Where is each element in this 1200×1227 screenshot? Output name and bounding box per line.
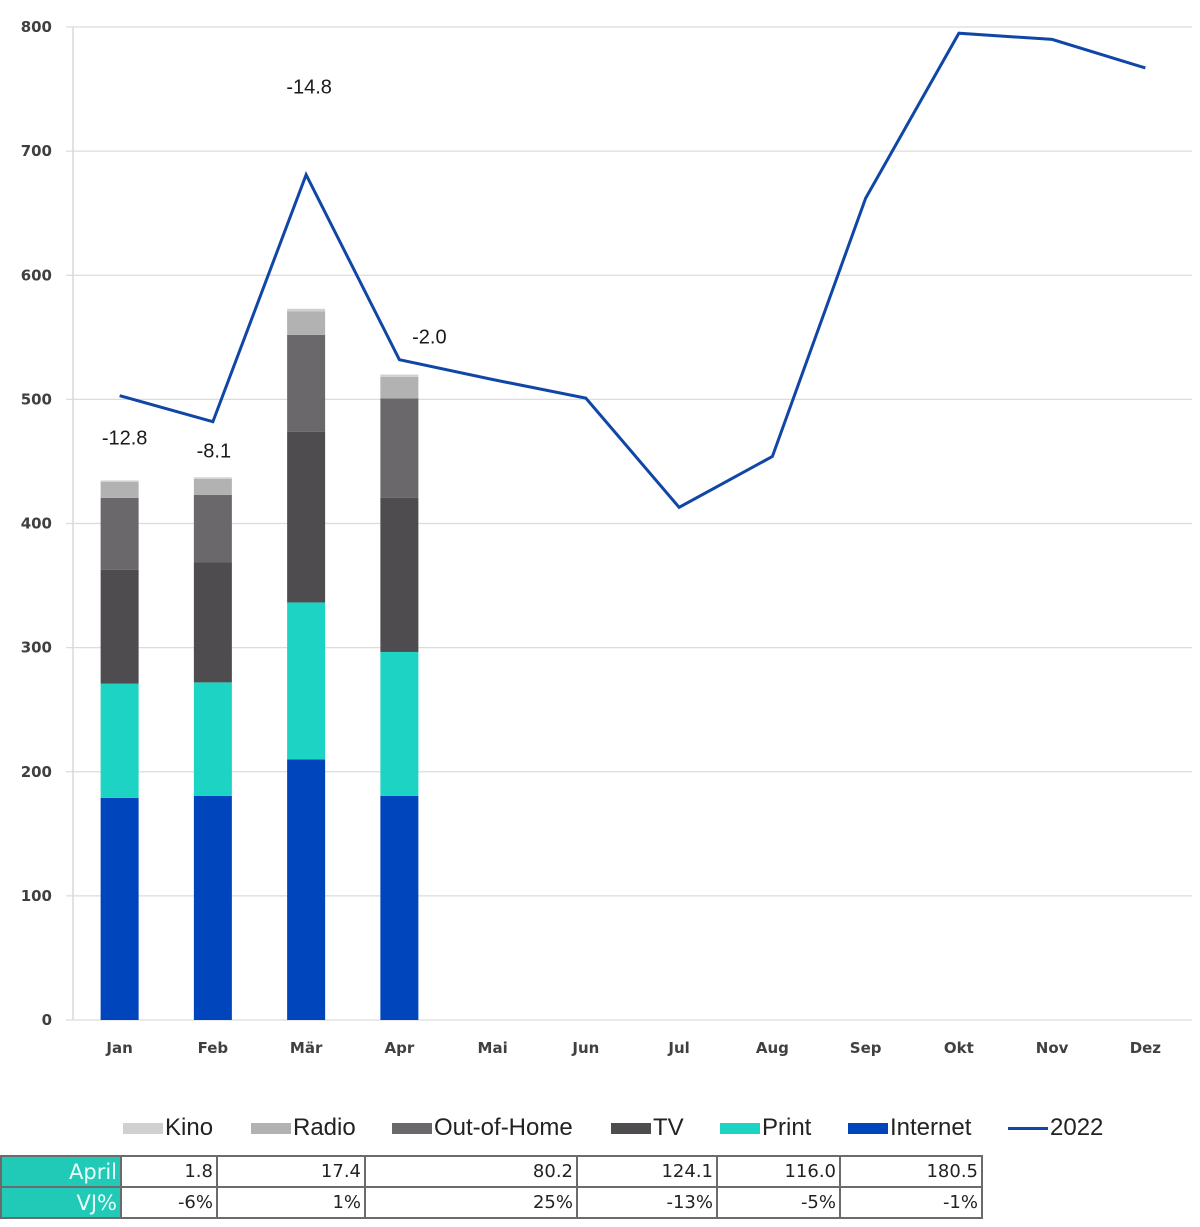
bar-kino xyxy=(100,480,139,482)
x-tick-label: Sep xyxy=(850,1039,882,1057)
x-tick-label: Jul xyxy=(667,1039,689,1057)
data-label: -8.1 xyxy=(197,441,231,463)
x-tick-label: Feb xyxy=(198,1039,229,1057)
table-cell: -13% xyxy=(576,1186,718,1219)
bar-internet xyxy=(193,795,232,1020)
x-tick-label: Aug xyxy=(756,1039,789,1057)
legend-label: TV xyxy=(653,1114,684,1141)
bar-kino xyxy=(287,308,326,312)
legend-swatch-tv xyxy=(611,1122,651,1134)
x-tick-label: Apr xyxy=(385,1039,415,1057)
legend-label: Kino xyxy=(165,1114,214,1141)
row-header: April xyxy=(0,1155,122,1188)
legend-line-2022 xyxy=(1008,1126,1048,1130)
bar-kino xyxy=(193,477,232,479)
line-series-2022 xyxy=(119,31,1146,510)
line-2022 xyxy=(119,31,1146,510)
x-tick-label: Dez xyxy=(1130,1039,1162,1057)
bar-kino xyxy=(380,374,419,377)
gridlines xyxy=(66,26,1192,1021)
bar-internet xyxy=(287,759,326,1020)
legend-item-radio: Radio xyxy=(251,1112,356,1144)
bar-out-of-home xyxy=(380,398,419,498)
y-tick-label: 200 xyxy=(21,763,52,781)
legend-label: Print xyxy=(762,1114,812,1141)
data-labels: -12.8 -8.1 -14.8 -2.0 xyxy=(102,77,447,463)
x-tick-label: Jan xyxy=(105,1039,132,1057)
bar-tv xyxy=(193,562,232,683)
table-cell: 80.2 xyxy=(364,1155,578,1188)
bar-internet xyxy=(380,795,419,1020)
table-cell: 180.5 xyxy=(839,1155,983,1188)
table-cell: -6% xyxy=(120,1186,218,1219)
legend-item-internet: Internet xyxy=(848,1112,971,1144)
bar-out-of-home xyxy=(193,494,232,563)
legend-item-out-of-home: Out-of-Home xyxy=(392,1112,573,1144)
y-axis-ticks: 0 100 200 300 400 500 600 700 800 xyxy=(21,18,52,1029)
table-cell: 116.0 xyxy=(716,1155,841,1188)
y-tick-label: 0 xyxy=(42,1011,52,1029)
legend-swatch-print xyxy=(720,1122,760,1134)
data-label: -14.8 xyxy=(286,77,332,99)
y-tick-label: 700 xyxy=(21,142,52,160)
legend-label: Radio xyxy=(293,1114,356,1141)
bar-radio xyxy=(380,376,419,399)
bar-tv xyxy=(100,569,139,684)
legend-swatch-kino xyxy=(123,1122,163,1134)
legend: Kino Radio Out-of-Home TV Print Internet… xyxy=(0,1112,1200,1144)
bar-radio xyxy=(287,311,326,335)
y-tick-label: 400 xyxy=(21,515,52,533)
x-tick-label: Jun xyxy=(571,1039,599,1057)
chart: 0 100 200 300 400 500 600 700 800 -12.8 -8.1 -14.8… xyxy=(21,18,1192,1057)
bar-tv xyxy=(380,497,419,652)
bar-tv xyxy=(287,431,326,603)
x-tick-label: Nov xyxy=(1036,1039,1069,1057)
y-tick-label: 600 xyxy=(21,266,52,284)
bar-out-of-home xyxy=(287,334,326,432)
legend-item-kino: Kino xyxy=(123,1112,213,1144)
table-cell: 1% xyxy=(216,1186,366,1219)
legend-label: 2022 xyxy=(1050,1114,1104,1141)
table-cell: 1.8 xyxy=(120,1155,218,1188)
table-cell: 124.1 xyxy=(576,1155,718,1188)
data-label: -2.0 xyxy=(412,327,446,349)
x-tick-label: Mär xyxy=(290,1039,323,1057)
legend-label: Internet xyxy=(890,1114,972,1141)
bar-internet xyxy=(100,797,139,1020)
y-tick-label: 100 xyxy=(21,887,52,905)
bar-radio xyxy=(100,481,139,498)
bar-print xyxy=(100,683,139,798)
bar-radio xyxy=(193,478,232,495)
legend-swatch-radio xyxy=(251,1122,291,1134)
bar-out-of-home xyxy=(100,497,139,570)
x-axis-ticks: Jan Feb Mär Apr Mai Jun Jul Aug Sep Okt Nov Dez xyxy=(105,1039,1161,1057)
bar-print xyxy=(193,682,232,796)
table-row-april: April 1.8 17.4 80.2 124.1 116.0 180.5 xyxy=(0,1155,983,1188)
x-tick-label: Mai xyxy=(478,1039,508,1057)
legend-label: Out-of-Home xyxy=(434,1114,573,1141)
y-tick-label: 800 xyxy=(21,18,52,36)
y-tick-label: 500 xyxy=(21,390,52,408)
legend-item-tv: TV xyxy=(611,1112,684,1144)
data-label: -12.8 xyxy=(102,428,148,450)
data-table: April 1.8 17.4 80.2 124.1 116.0 180.5 VJ… xyxy=(0,1155,983,1219)
x-tick-label: Okt xyxy=(944,1039,974,1057)
y-tick-label: 300 xyxy=(21,639,52,657)
bars xyxy=(100,308,419,1020)
table-row-vj: VJ% -6% 1% 25% -13% -5% -1% xyxy=(0,1186,983,1219)
legend-swatch-out-of-home xyxy=(392,1122,432,1134)
table-cell: -5% xyxy=(716,1186,841,1219)
legend-item-2022: 2022 xyxy=(1008,1112,1103,1144)
row-header: VJ% xyxy=(0,1186,122,1219)
legend-swatch-internet xyxy=(848,1122,888,1134)
table-cell: -1% xyxy=(839,1186,983,1219)
legend-item-print: Print xyxy=(720,1112,811,1144)
bar-print xyxy=(287,602,326,760)
bar-print xyxy=(380,651,419,796)
table-cell: 25% xyxy=(364,1186,578,1219)
table-cell: 17.4 xyxy=(216,1155,366,1188)
